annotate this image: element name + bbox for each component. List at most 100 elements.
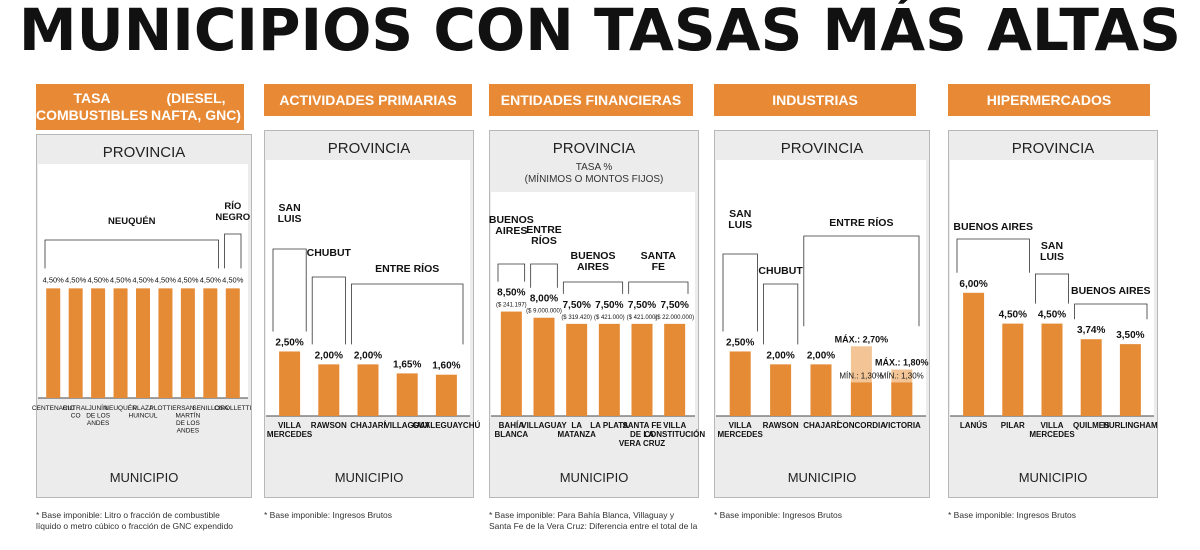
province-name-line: RÍO [224, 201, 241, 212]
x-axis-title: MUNICIPIO [109, 470, 179, 485]
category-label-line: PLAZA [133, 405, 154, 412]
category-label: RAWSON [311, 421, 347, 430]
bar [963, 292, 985, 416]
bar [357, 364, 379, 416]
bar-amount: ($ 22.000.000) [655, 315, 694, 321]
province-bracket [497, 263, 526, 282]
province-name-line: SAN [279, 202, 301, 214]
province-name-line: BUENOS [571, 250, 616, 262]
province-name-line: AIRES [495, 225, 527, 237]
bar-label: 2,00% [315, 350, 343, 361]
chart-header-line: (DIESEL, NAFTA, GNC) [151, 90, 241, 123]
bar [1041, 323, 1063, 416]
bar-label: 7,50% [628, 300, 656, 311]
province-name-line: LUIS [728, 219, 752, 231]
bar-label: 2,00% [354, 350, 382, 361]
category-label-line: CHAJARÍ [350, 421, 386, 430]
bar [318, 364, 340, 416]
chart-header: INDUSTRIAS [714, 84, 916, 116]
x-axis-title: MUNICIPIO [334, 470, 404, 485]
footnote-line: * Base imponible: Ingresos Brutos [948, 510, 1077, 520]
category-label: SENILLOSA [192, 405, 229, 412]
province-bracket [530, 263, 558, 288]
chart-header-line: INDUSTRIAS [772, 91, 858, 108]
x-axis-title: MUNICIPIO [1018, 470, 1088, 485]
category-label: RAWSON [763, 421, 799, 430]
page-title: MUNICIPIOS CON TASAS MÁS ALTAS [18, 0, 1182, 64]
footnote-line: Santa Fe de la Vera Cruz: Diferencia ent… [489, 521, 698, 531]
province-heading: PROVINCIA [327, 140, 411, 157]
province-name: SAN LUIS [278, 202, 302, 225]
category-label: LA MATANZA [557, 421, 596, 439]
category-label-line: MERCEDES [267, 430, 313, 439]
category-label: HURLINGHAM [1103, 421, 1158, 430]
category-label: VILLA MERCEDES [267, 421, 313, 439]
bar [46, 288, 61, 398]
category-label-line: GUALEGUAYCHÚ [413, 421, 481, 430]
province-name-line: BUENOS [489, 214, 534, 226]
province-bracket [803, 235, 920, 327]
province-name-line: LUIS [1040, 251, 1064, 263]
bar [68, 288, 83, 398]
bar [91, 288, 106, 398]
category-label-line: PLOTTIER [150, 405, 182, 412]
bar-label: 4,50% [999, 310, 1027, 321]
footnote-line: líquido o metro cúbico o fracción de GNC… [36, 521, 234, 531]
bar [500, 311, 522, 416]
bar-label: 6,00% [959, 279, 987, 290]
province-bracket [272, 248, 307, 332]
bar-amount: ($ 319.420) [561, 315, 592, 321]
bar-label: MÍN.: 1,30% [839, 371, 883, 380]
province-name: ENTRE RÍOS [526, 224, 562, 247]
category-label-line: PILAR [1001, 421, 1025, 430]
category-label-line: VILLA [1040, 421, 1063, 430]
bar-label: 1,65% [393, 359, 421, 370]
chart-subtitle-line: TASA % [575, 162, 613, 173]
category-label: CHAJARÍ [350, 421, 386, 430]
province-name-line: SAN [1041, 240, 1063, 252]
category-label-line: ANDES [87, 420, 110, 427]
category-label-line: VILLA [729, 421, 752, 430]
footnote: * Base imponible: Para Bahía Blanca, Vil… [489, 510, 709, 532]
chart-plot: 2,50% VILLA MERCEDES 2,00% RAWSON 2,00% CHAJAR… [716, 160, 929, 439]
province-name-line: RÍOS [531, 234, 557, 247]
footnote: * Base imponible: Litro o fracción de co… [36, 510, 262, 532]
bar [850, 382, 872, 416]
category-label-line: RAWSON [311, 421, 347, 430]
category-label-line: BLANCA [494, 430, 528, 439]
category-label: BAHÍA BLANCA [494, 421, 528, 439]
bar-label: 4,50% [222, 275, 244, 284]
category-label-line: CO [71, 413, 81, 420]
bar-amount: ($ 421.000) [594, 315, 625, 321]
category-label-line: CIPOLLETTI [214, 405, 251, 412]
category-label: SANTA FE DE LA VERA CRUZ [619, 421, 665, 448]
category-label-line: MATANZA [557, 430, 596, 439]
category-label-line: CONCORDIA [837, 421, 887, 430]
category-label: VICTORIA [883, 421, 921, 430]
bar-label: 1,60% [432, 361, 460, 372]
bar [729, 351, 751, 416]
chart-header: ACTIVIDADES PRIMARIAS [264, 84, 472, 116]
footnote-line: * Base imponible: Ingresos Brutos [264, 510, 393, 520]
province-name: SANTA FE [641, 250, 677, 273]
footnote-line: * Base imponible: Para Bahía Blanca, Vil… [489, 510, 675, 520]
category-label: CIPOLLETTI [214, 405, 251, 412]
province-bracket [44, 239, 219, 269]
category-label-line: DE LOS [176, 420, 201, 427]
province-name: ENTRE RÍOS [375, 262, 439, 275]
bar-label: 7,50% [595, 300, 623, 311]
category-label-line: CONSTITUCIÓN [644, 430, 705, 439]
province-name: BUENOS AIRES [571, 250, 616, 273]
category-label-line: LA PLATA [590, 421, 628, 430]
bar-amount: ($ 9.000.000) [526, 309, 562, 315]
footnote: * Base imponible: Ingresos Brutos [948, 510, 1168, 521]
bar [1119, 344, 1141, 416]
bar-label: 4,50% [155, 275, 177, 284]
bar-label: MÍN.: 1,30% [880, 371, 924, 380]
category-label: NEUQUÉN [104, 403, 137, 412]
category-label-line: MERCEDES [1029, 430, 1075, 439]
footnote: * Base imponible: Ingresos Brutos [714, 510, 940, 521]
bar [158, 288, 173, 398]
chart-header: TASA COMBUSTIBLES (DIESEL, NAFTA, GNC) [36, 84, 244, 130]
category-label: QUILMES [1073, 421, 1110, 430]
